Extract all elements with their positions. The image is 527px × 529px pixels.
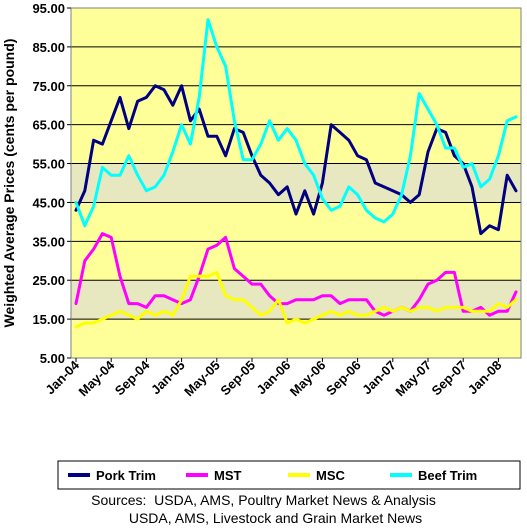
y-tick-label: 25.00: [32, 273, 65, 288]
x-tick-label: May-06: [287, 358, 329, 400]
legend-label: Beef Trim: [418, 468, 477, 483]
y-axis-label: Weighted Average Prices (cents per pound…: [1, 39, 17, 328]
x-tick-label: Jan-05: [148, 358, 188, 398]
y-tick-label: 95.00: [32, 1, 65, 16]
legend-label: Pork Trim: [96, 468, 156, 483]
x-tick-label: Sep-04: [112, 357, 153, 398]
highlight-band: [71, 163, 521, 203]
series-line-mst: [74, 232, 518, 317]
x-tick-label: Jan-07: [359, 358, 399, 398]
x-tick-label: May-05: [181, 358, 223, 400]
source-line-2: USDA, AMS, Livestock and Grain Market Ne…: [128, 510, 423, 526]
series-line-beef-trim: [74, 18, 518, 228]
y-tick-label: 35.00: [32, 234, 65, 249]
y-tick-label: 15.00: [32, 312, 65, 327]
y-tick-label: 5.00: [40, 351, 65, 366]
y-tick-label: 75.00: [32, 79, 65, 94]
y-tick-label: 55.00: [32, 157, 65, 172]
x-tick-label: Jan-06: [254, 358, 294, 398]
legend-box: [57, 460, 521, 490]
series-line-msc: [74, 270, 518, 329]
x-tick-label: Sep-07: [429, 358, 470, 399]
y-tick-label: 85.00: [32, 40, 65, 55]
series-line-pork-trim: [74, 84, 518, 236]
legend-label: MSC: [316, 468, 346, 483]
plot-border: [70, 7, 522, 359]
chart: 5.00 15.00 25.00 35.00 45.00 55.00 65.00 75.00 8…: [1, 1, 522, 490]
source-line-1: Sources: USDA, AMS, Poultry Market News …: [91, 492, 436, 508]
x-tick-label: Sep-06: [323, 358, 364, 399]
y-tick-label: 65.00: [32, 118, 65, 133]
x-tick-label: May-04: [76, 357, 118, 399]
y-tick-label: 45.00: [32, 195, 65, 210]
x-tick-label: Jan-08: [465, 358, 505, 398]
x-tick-label: May-07: [392, 358, 434, 400]
legend-label: MST: [214, 468, 242, 483]
x-tick-label: Sep-05: [217, 358, 258, 399]
